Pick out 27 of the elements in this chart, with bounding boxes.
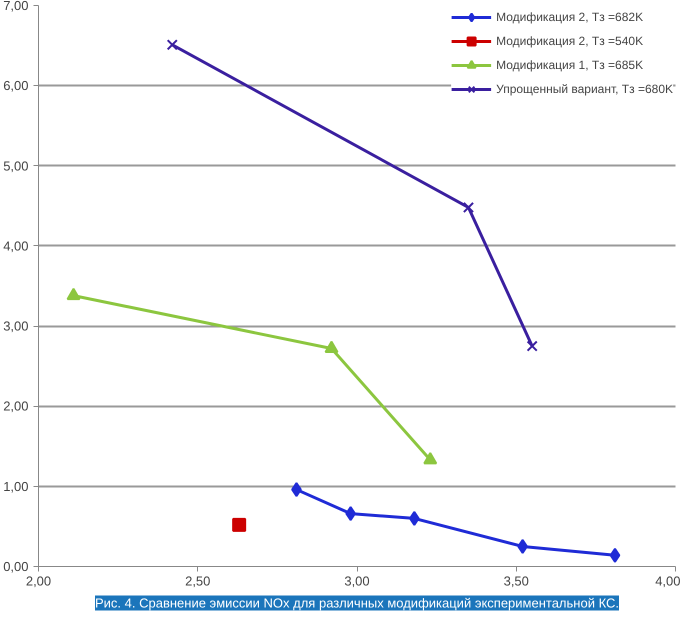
x-tick-label: 4,00: [655, 574, 681, 588]
legend-label: Упрощенный вариант, Tз =680K: [496, 82, 673, 96]
y-tick-label: 1,00: [3, 478, 29, 494]
point: [291, 482, 302, 498]
y-tick-label: 7,00: [3, 0, 29, 13]
x-tick-label: 2,00: [26, 574, 52, 588]
y-tick-label: 2,00: [3, 398, 29, 414]
x-tick-label: 3,50: [504, 574, 529, 588]
point: [166, 39, 178, 50]
x-tick-label: 3,00: [344, 574, 370, 588]
y-tick-label: 6,00: [3, 78, 29, 94]
y-tick-label: 5,00: [3, 158, 29, 174]
legend-label: Модификация 2, Tз =682K: [496, 10, 644, 24]
y-tick-label: 0,00: [3, 559, 29, 574]
y-tick-label: 4,00: [3, 238, 29, 254]
y-tick-label: 3,00: [3, 318, 29, 334]
legend-label: Модификация 2, Tз =540K: [496, 34, 644, 48]
point: [462, 202, 474, 214]
point: [232, 518, 246, 532]
point: [517, 538, 528, 554]
x-tick-label: 2,50: [185, 574, 210, 588]
text: Рис. 4. Сравнение эмиссии NOx для различных модификаций экспериментальной КС.: [95, 596, 620, 610]
point: [408, 510, 420, 526]
point: [610, 548, 620, 563]
point: [345, 506, 356, 522]
legend-label: Модификация 1, Tз =685K: [496, 58, 644, 72]
point: [526, 340, 538, 352]
